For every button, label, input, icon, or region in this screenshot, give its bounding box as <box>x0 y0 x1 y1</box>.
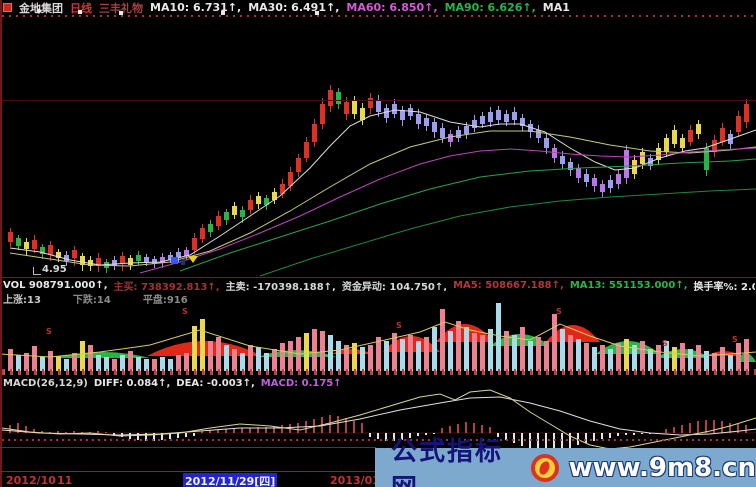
chart-top-dotted-line <box>2 15 756 17</box>
marker-dot <box>315 11 319 15</box>
advance-decline-row: 上涨:13 下跌:14 平盘:916 <box>3 292 403 305</box>
svg-text:S: S <box>732 335 738 344</box>
volume-info-segment: 资金异动: 104.750↑, <box>341 281 448 292</box>
dark-marker-icon <box>181 259 185 265</box>
macd-info-segment: MACD: 0.175↑ <box>260 377 342 389</box>
volume-info-segment: 换手率%: 2.032↑, <box>693 281 756 292</box>
price-label: 4.95 <box>42 264 67 275</box>
svg-text:S: S <box>46 327 52 336</box>
ma-value: MA10: 6.731↑, <box>150 1 242 14</box>
watermark-site-name: 公式指标网 <box>391 436 504 487</box>
title-bar: 金地集团 日线 三丰礼物 MA10: 6.731↑, MA30: 6.491↑, M… <box>0 0 756 15</box>
macd-info-segment: DIFF: 0.084↑, <box>93 377 171 389</box>
ma-value: MA30: 6.491↑, <box>248 1 340 14</box>
marker-dot <box>221 11 225 15</box>
macd-info-segment: MACD(26,12,9) <box>3 377 88 389</box>
macd-info-row: MACD(26,12,9) DIFF: 0.084↑, DEA: -0.003↑, M… <box>3 377 755 389</box>
volume-info-row: VOL 908791.000↑, 主买: 738392.813↑, 主卖: -170… <box>3 279 756 292</box>
ma-value: MA1 <box>542 1 570 14</box>
advance-decline-segment: 上涨:13 <box>3 294 41 305</box>
volume-info-segment: 主买: 738392.813↑, <box>113 281 220 292</box>
period-label[interactable]: 日线 <box>70 1 92 15</box>
watermark-url[interactable]: www.9m8.cn <box>568 452 756 483</box>
indicator-name: 三丰礼物 <box>99 1 143 15</box>
ma-value: MA60: 6.850↑, <box>346 1 438 14</box>
price-bracket <box>33 267 41 275</box>
svg-text:S: S <box>556 307 562 316</box>
marker-dot <box>78 10 82 14</box>
volume-baseline-strip <box>2 369 756 375</box>
left-border <box>0 0 2 487</box>
marker-dot <box>119 11 123 15</box>
svg-text:S: S <box>662 339 668 348</box>
stock-name: 金地集团 <box>19 1 63 15</box>
volume-info-segment: MA13: 551153.000↑, <box>569 279 688 291</box>
yellow-triangle-down-icon <box>188 256 198 263</box>
ma-values: MA10: 6.731↑, MA30: 6.491↑, MA60: 6.850↑, M… <box>150 1 570 14</box>
date-band-bottom-line <box>0 471 376 472</box>
macd-info-segment: DEA: -0.003↑, <box>176 377 255 389</box>
advance-decline-segment: 平盘:916 <box>142 294 188 305</box>
svg-text:S: S <box>182 307 188 316</box>
main-gridline <box>2 100 756 101</box>
date-tick-left: 2012/10 <box>6 474 56 487</box>
advance-decline-segment: 下跌:14 <box>72 294 111 305</box>
ma-value: MA90: 6.626↑, <box>444 1 536 14</box>
app-icon <box>3 3 12 12</box>
watermark-logo-icon <box>530 453 559 482</box>
macd-bottom-dotted-line <box>2 439 756 441</box>
date-tick-left2: 11 <box>57 474 73 487</box>
blue-square-marker-icon <box>171 257 178 264</box>
volume-info-segment: MA5: 508667.188↑, <box>453 279 564 291</box>
date-tick-right: 2013/01 <box>330 474 380 487</box>
date-band-top-line <box>0 447 376 448</box>
volume-info-segment: VOL 908791.000↑, <box>3 279 108 291</box>
watermark-banner: 公式指标网 www.9m8.cn <box>375 437 756 487</box>
selected-date[interactable]: 2012/11/29[四] <box>183 473 278 487</box>
volume-info-segment: 主卖: -170398.188↑, <box>225 281 336 292</box>
pane-divider <box>0 277 756 278</box>
svg-text:S: S <box>396 321 402 330</box>
